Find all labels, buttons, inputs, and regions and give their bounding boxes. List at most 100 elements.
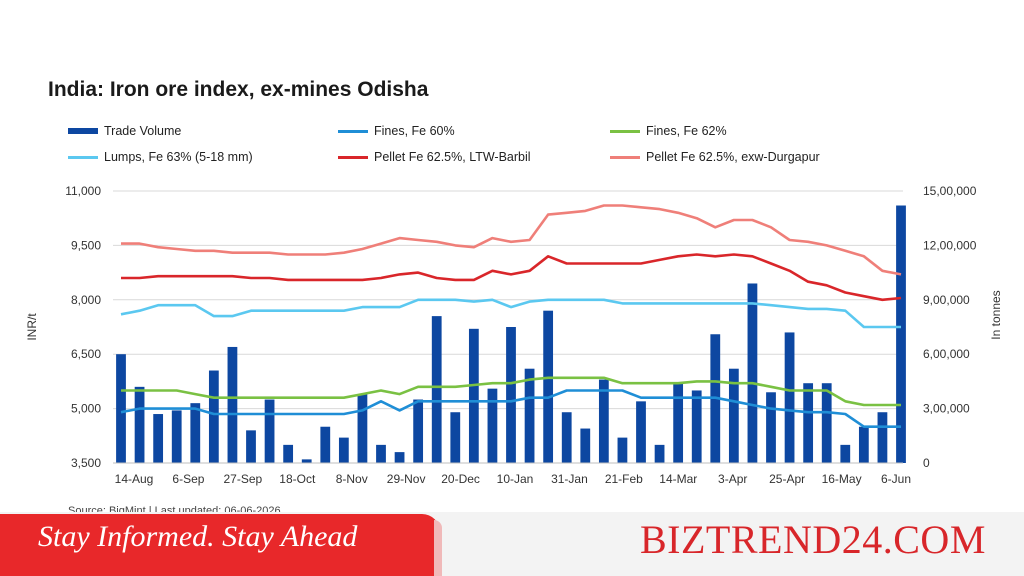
bar-trade-volume [487, 388, 498, 463]
tagline-accent [434, 520, 442, 576]
x-tick-label: 21-Feb [605, 472, 643, 486]
x-tick-label: 14-Aug [115, 472, 154, 486]
y2-tick-label: 0 [923, 456, 930, 470]
x-tick-label: 6-Sep [172, 472, 204, 486]
legend-item-pellet-durgapur: Pellet Fe 62.5%, exw-Durgapur [610, 150, 820, 164]
series-line-lumps-fe-63-5-18-mm [120, 298, 901, 329]
bar-trade-volume [877, 412, 888, 463]
x-tick-label: 6-Jun [881, 472, 911, 486]
x-tick-label: 25-Apr [769, 472, 805, 486]
x-tick-label: 31-Jan [551, 472, 588, 486]
y-tick-label: 6,500 [71, 347, 101, 361]
y-tick-label: 11,000 [65, 184, 101, 198]
x-tick-label: 29-Nov [387, 472, 426, 486]
x-tick-label: 14-Mar [659, 472, 697, 486]
x-tick-label: 18-Oct [279, 472, 316, 486]
legend-label-fines-fe60: Fines, Fe 60% [374, 124, 455, 138]
bar-trade-volume [190, 403, 201, 463]
y2-tick-label: 3,00,000 [923, 402, 970, 416]
bar-trade-volume [394, 452, 405, 463]
legend-label-lumps-fe63: Lumps, Fe 63% (5-18 mm) [104, 150, 253, 164]
legend-label-pellet-durgapur: Pellet Fe 62.5%, exw-Durgapur [646, 150, 820, 164]
legend-swatch-pellet-durgapur [610, 155, 640, 159]
legend-label-fines-fe62: Fines, Fe 62% [646, 124, 727, 138]
tagline-box [0, 514, 440, 576]
legend-item-pellet-barbil: Pellet Fe 62.5%, LTW-Barbil [338, 150, 531, 164]
y2-tick-label: 12,00,000 [923, 238, 977, 252]
legend-item-fines-fe62: Fines, Fe 62% [610, 124, 727, 138]
bar-trade-volume [134, 386, 145, 463]
bar-trade-volume [413, 399, 424, 463]
bar-trade-volume [580, 428, 591, 463]
bar-trade-volume [543, 310, 554, 463]
bar-trade-volume [468, 328, 479, 463]
bar-trade-volume [376, 444, 386, 463]
x-tick-label: 8-Nov [336, 472, 368, 486]
legend-swatch-trade-volume [68, 128, 98, 134]
bar-trade-volume [450, 412, 461, 463]
bar-trade-volume [264, 399, 275, 463]
y-tick-label: 8,000 [71, 293, 101, 307]
series-line-fines-fe-60 [120, 389, 901, 429]
bar-trade-volume [320, 426, 331, 463]
bar-trade-volume [116, 354, 126, 463]
bar-trade-volume [598, 379, 609, 463]
bar-trade-volume [673, 383, 684, 463]
legend-label-pellet-barbil: Pellet Fe 62.5%, LTW-Barbil [374, 150, 531, 164]
bar-trade-volume [803, 383, 814, 463]
bar-trade-volume [357, 394, 368, 463]
bar-trade-volume [208, 370, 219, 463]
y-tick-label: 5,000 [71, 402, 101, 416]
y2-tick-label: 15,00,000 [923, 184, 977, 198]
bar-trade-volume [561, 412, 572, 463]
y-tick-label: 9,500 [71, 238, 101, 252]
bar-trade-volume [654, 444, 665, 463]
series-line-pellet-fe-62-5-ltw-barbil [121, 253, 902, 302]
bar-trade-volume [896, 205, 906, 464]
bar-trade-volume [301, 459, 312, 463]
brand-logo-text[interactable]: BIZTREND24.COM [640, 517, 986, 562]
bar-trade-volume [171, 410, 182, 463]
legend-swatch-lumps-fe63 [68, 155, 98, 159]
bar-trade-volume [338, 437, 349, 463]
legend-swatch-fines-fe62 [610, 129, 640, 133]
legend-swatch-pellet-barbil [338, 155, 368, 159]
bar-trade-volume [283, 444, 294, 463]
legend-label-trade-volume: Trade Volume [104, 124, 182, 138]
bar-trade-volume [431, 316, 442, 463]
bar-trade-volume [821, 383, 832, 463]
y-axis-title: INR/t [25, 313, 39, 341]
series-line-fines-fe-62 [121, 376, 901, 407]
bar-trade-volume [840, 444, 851, 463]
x-tick-label: 3-Apr [718, 472, 747, 486]
y2-axis-title: In tonnes [989, 290, 1003, 339]
bar-trade-volume [766, 392, 776, 463]
y-tick-label: 3,500 [71, 456, 101, 470]
chart-title: India: Iron ore index, ex-mines Odisha [48, 78, 429, 101]
bar-trade-volume [691, 390, 702, 463]
bar-trade-volume [246, 430, 256, 463]
bar-trade-volume [506, 327, 516, 463]
y2-tick-label: 6,00,000 [923, 347, 970, 361]
legend-swatch-fines-fe60 [338, 129, 368, 133]
legend-item-lumps-fe63: Lumps, Fe 63% (5-18 mm) [68, 150, 253, 164]
y2-tick-label: 9,00,000 [923, 293, 970, 307]
bar-trade-volume [747, 283, 758, 463]
series-line-pellet-fe-62-5-exw-durgapur [121, 204, 902, 276]
bar-trade-volume [153, 414, 164, 463]
x-tick-label: 16-May [822, 472, 862, 486]
bar-trade-volume [227, 346, 238, 463]
bar-trade-volume [617, 437, 628, 463]
bar-trade-volume [636, 401, 646, 463]
x-tick-label: 27-Sep [224, 472, 263, 486]
bar-trade-volume [524, 368, 535, 463]
x-tick-label: 10-Jan [497, 472, 534, 486]
bar-trade-volume [858, 426, 869, 463]
legend-item-fines-fe60: Fines, Fe 60% [338, 124, 455, 138]
legend-item-trade-volume: Trade Volume [68, 124, 181, 138]
x-tick-label: 20-Dec [441, 472, 480, 486]
footer-tagline: Stay Informed. Stay Ahead [38, 520, 358, 553]
bar-trade-volume [784, 332, 795, 463]
